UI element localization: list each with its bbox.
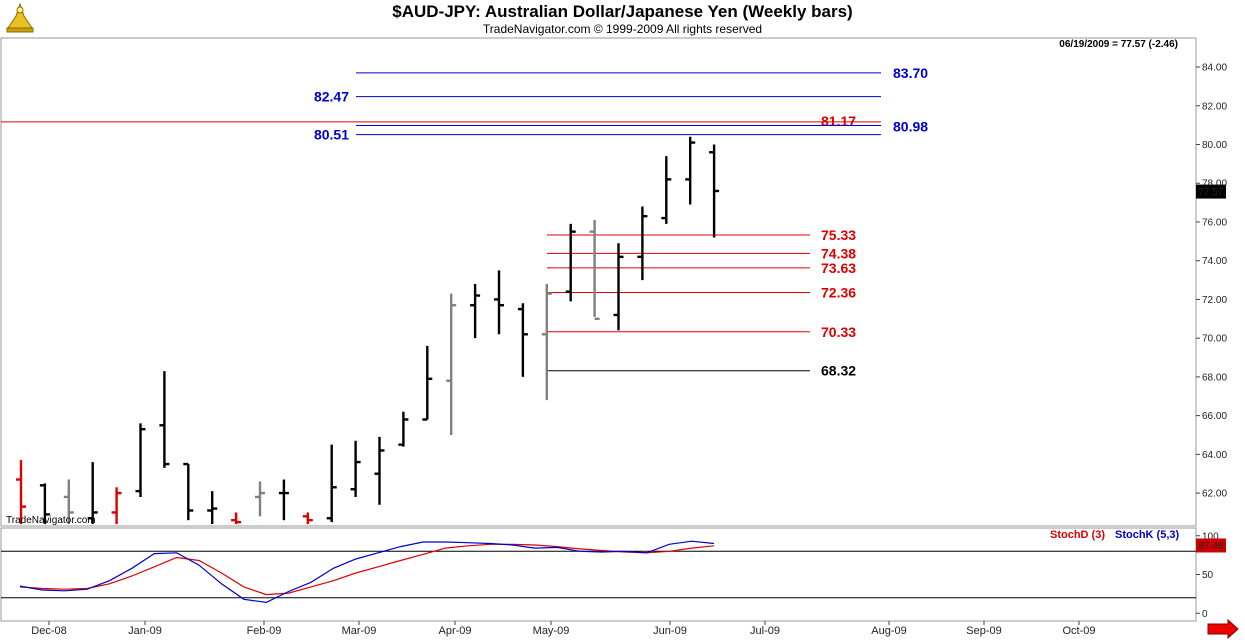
ohlc-bar <box>63 479 74 525</box>
last-stoch-marker: 87.46 <box>1196 538 1226 553</box>
stoch-tick-label: 50 <box>1202 570 1214 581</box>
tradenavigator-logo-icon[interactable] <box>4 2 36 34</box>
ohlc-bar <box>517 303 528 377</box>
ohlc-bar <box>685 136 696 205</box>
x-tick-label: Sep-09 <box>966 625 1001 637</box>
price-tick-label: 76.00 <box>1202 217 1227 228</box>
stoch-tick-label: 100 <box>1202 531 1219 542</box>
price-tick-label: 82.00 <box>1202 101 1227 112</box>
x-tick-label: Jun-09 <box>653 625 687 637</box>
chart-title: $AUD-JPY: Australian Dollar/Japanese Yen… <box>392 2 853 21</box>
chart-header: $AUD-JPY: Australian Dollar/Japanese Yen… <box>0 0 1245 38</box>
ohlc-bar <box>589 220 600 320</box>
price-levels: 83.70 82.47 81.17 80.98 80.51 75.33 74.3873.63… <box>1 65 928 379</box>
ohlc-bar <box>87 462 98 525</box>
ohlc-bar <box>350 440 361 497</box>
price-plot-area <box>0 37 1197 527</box>
ohlc-bar <box>111 487 122 525</box>
legend-stochd: StochD (3) <box>1050 529 1105 541</box>
stoch-tick-label: 0 <box>1202 609 1208 620</box>
status-readout: 06/19/2009 = 77.57 (-2.46) <box>1059 39 1178 50</box>
x-tick-label: Aug-09 <box>871 625 906 637</box>
level-label: 83.70 <box>893 65 928 81</box>
x-tick-label: Dec-08 <box>31 625 66 637</box>
ohlc-bar <box>470 283 481 339</box>
price-tick-label: 80.00 <box>1202 140 1227 151</box>
legend-stochk: StochK (5,3) <box>1115 529 1180 541</box>
ohlc-bar <box>16 460 26 525</box>
stochd-line <box>19 543 715 596</box>
price-tick-label: 84.00 <box>1202 63 1227 74</box>
x-tick-label: Jul-09 <box>750 625 780 637</box>
ohlc-bar <box>135 423 146 497</box>
price-tick-label: 68.00 <box>1202 372 1227 383</box>
price-tick-label: 66.00 <box>1202 411 1227 422</box>
ohlc-bar <box>565 223 576 302</box>
copyright-text: TradeNavigator.com © 1999-2009 All right… <box>482 22 763 36</box>
level-label: 72.36 <box>821 284 856 300</box>
ohlc-bar <box>422 345 433 421</box>
level-label: 74.38 <box>821 245 856 261</box>
x-tick-label: May-09 <box>533 625 570 637</box>
ohlc-bar <box>613 243 624 331</box>
ohlc-bar <box>541 283 552 401</box>
price-tick-label: 74.00 <box>1202 256 1227 267</box>
stoch-lines <box>1 540 1196 604</box>
ohlc-bar <box>637 206 648 281</box>
level-label: 75.33 <box>821 227 856 243</box>
stoch-plot-area <box>0 527 1197 622</box>
last-price-marker: 77.57 <box>1196 184 1226 199</box>
price-panel: 06/19/2009 = 77.57 (-2.46) 62.00 64.00 66.… <box>0 37 1227 527</box>
x-axis: Dec-08 Jan-09 Feb-09 Mar-09 Apr-09 May-09 Jun-… <box>1 620 1196 637</box>
price-tick-label: 62.00 <box>1202 489 1227 500</box>
level-label: 70.33 <box>821 324 856 340</box>
ohlc-bar <box>278 479 289 521</box>
stochk-line <box>19 540 715 604</box>
price-y-axis: 62.00 64.00 66.00 68.00 70.00 72.00 74.00 76.00… <box>1196 63 1227 500</box>
ohlc-bar <box>302 512 313 525</box>
ohlc-bars <box>16 136 720 525</box>
stochastic-panel: StochD (3) StochK (5,3) 0 50 100 87.46 <box>0 527 1226 622</box>
last-stoch-label: 87.46 <box>1198 541 1223 552</box>
ohlc-bar <box>207 491 218 525</box>
ohlc-bar <box>709 144 720 238</box>
ohlc-bar <box>446 293 457 435</box>
level-label: 73.63 <box>821 260 856 276</box>
level-label: 81.17 <box>821 113 856 129</box>
x-tick-label: Apr-09 <box>438 625 471 637</box>
ohlc-bar <box>255 481 265 517</box>
stoch-y-axis: 0 50 100 <box>1196 531 1219 620</box>
ohlc-bar <box>183 462 194 521</box>
x-tick-label: Feb-09 <box>247 625 282 637</box>
x-tick-label: Jan-09 <box>128 625 162 637</box>
price-tick-label: 70.00 <box>1202 334 1227 345</box>
price-tick-label: 64.00 <box>1202 450 1227 461</box>
last-price-label: 77.57 <box>1198 187 1223 198</box>
level-label: 82.47 <box>314 89 349 105</box>
level-label: 68.32 <box>821 363 856 379</box>
x-tick-label: Mar-09 <box>342 625 377 637</box>
ohlc-bar <box>159 371 170 468</box>
x-tick-label: Oct-09 <box>1062 625 1095 637</box>
ohlc-bar <box>494 270 504 335</box>
level-label: 80.98 <box>893 119 928 135</box>
ohlc-bar <box>326 444 337 523</box>
ohlc-bar <box>374 436 385 505</box>
price-tick-label: 78.00 <box>1202 179 1227 190</box>
ohlc-bar <box>231 512 242 525</box>
price-tick-label: 72.00 <box>1202 295 1227 306</box>
ohlc-bar <box>39 483 50 525</box>
watermark-text: TradeNavigator.com <box>6 515 96 526</box>
ohlc-bar <box>661 156 672 224</box>
level-label: 80.51 <box>314 127 349 143</box>
scroll-right-arrow-icon[interactable] <box>1207 618 1239 640</box>
ohlc-bar <box>398 411 409 447</box>
